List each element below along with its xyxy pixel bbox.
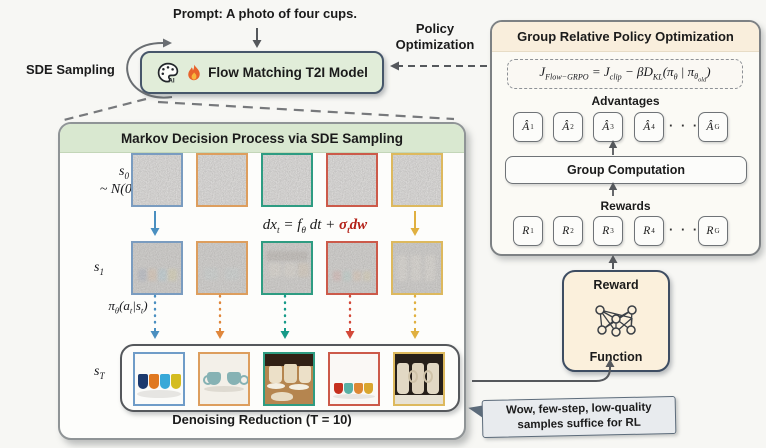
- grpo-box: Group Relative Policy Optimization JFlow…: [490, 20, 761, 256]
- sde-sampling-label: SDE Sampling: [26, 62, 115, 77]
- grpo-formula-box: JFlow−GRPO = Jclip − βDKL(πθ | πθold): [507, 59, 743, 89]
- reward-function-box: Reward Function: [562, 270, 670, 372]
- policy-line1: Policy: [415, 21, 455, 36]
- partially-denoised-image: [326, 241, 378, 295]
- advantages-label: Advantages: [591, 94, 660, 108]
- mdp-title: Markov Decision Process via SDE Sampling: [120, 130, 404, 146]
- noise-image: [391, 153, 443, 207]
- rewards-label: Rewards: [600, 199, 651, 213]
- cup-image-2: [198, 352, 250, 406]
- flow-matching-model-box: AI Flow Matching T2I Model: [140, 51, 384, 94]
- partially-denoised-image: [196, 241, 248, 295]
- sT-label: sT: [94, 364, 105, 381]
- neural-network-icon: [592, 303, 640, 339]
- policy-optimization-label: Policy Optimization: [385, 21, 485, 54]
- noise-image: [196, 153, 248, 207]
- noise-image: [131, 153, 183, 207]
- denoising-caption: Denoising Reduction (T = 10): [172, 412, 352, 427]
- reward-function-line2: Function: [589, 350, 643, 364]
- mdp-box: Markov Decision Process via SDE Sampling…: [58, 122, 466, 440]
- cup-image-5: [393, 352, 445, 406]
- ellipsis: · · ·: [669, 118, 700, 133]
- partially-denoised-image: [391, 241, 443, 295]
- sde-formula: dxt = fθ dt + σtdw: [262, 217, 368, 236]
- partially-denoised-image: [261, 241, 313, 295]
- partially-denoised-image: [131, 241, 183, 295]
- policy-label: πθ(at|st): [108, 298, 148, 316]
- cup-image-4: [328, 352, 380, 406]
- group-computation-label: Group Computation: [566, 163, 686, 177]
- s1-label: s1: [94, 260, 104, 277]
- fire-icon: [187, 64, 201, 81]
- ellipsis: · · ·: [669, 222, 700, 237]
- model-label: Flow Matching T2I Model: [208, 65, 368, 80]
- speech-bubble: Wow, few-step, low-quality samples suffi…: [481, 395, 677, 439]
- svg-text:AI: AI: [169, 77, 175, 84]
- ai-palette-icon: AI: [156, 61, 180, 85]
- policy-line2: Optimization: [395, 37, 475, 53]
- cup-image-3: [263, 352, 315, 406]
- grpo-formula: JFlow−GRPO = Jclip − βDKL(πθ | πθold): [539, 63, 711, 85]
- prompt-text: Prompt: A photo of four cups.: [173, 6, 357, 21]
- noise-image: [326, 153, 378, 207]
- noise-image: [261, 153, 313, 207]
- grpo-title: Group Relative Policy Optimization: [517, 29, 734, 44]
- grpo-header: Group Relative Policy Optimization: [492, 22, 759, 52]
- mdp-header: Markov Decision Process via SDE Sampling: [60, 124, 464, 153]
- bubble-line2: samples suffice for RL: [517, 416, 641, 432]
- cup-image-1: [133, 352, 185, 406]
- reward-function-line1: Reward: [593, 278, 639, 292]
- group-computation-box: Group Computation: [505, 156, 747, 184]
- final-samples-container: [120, 344, 460, 412]
